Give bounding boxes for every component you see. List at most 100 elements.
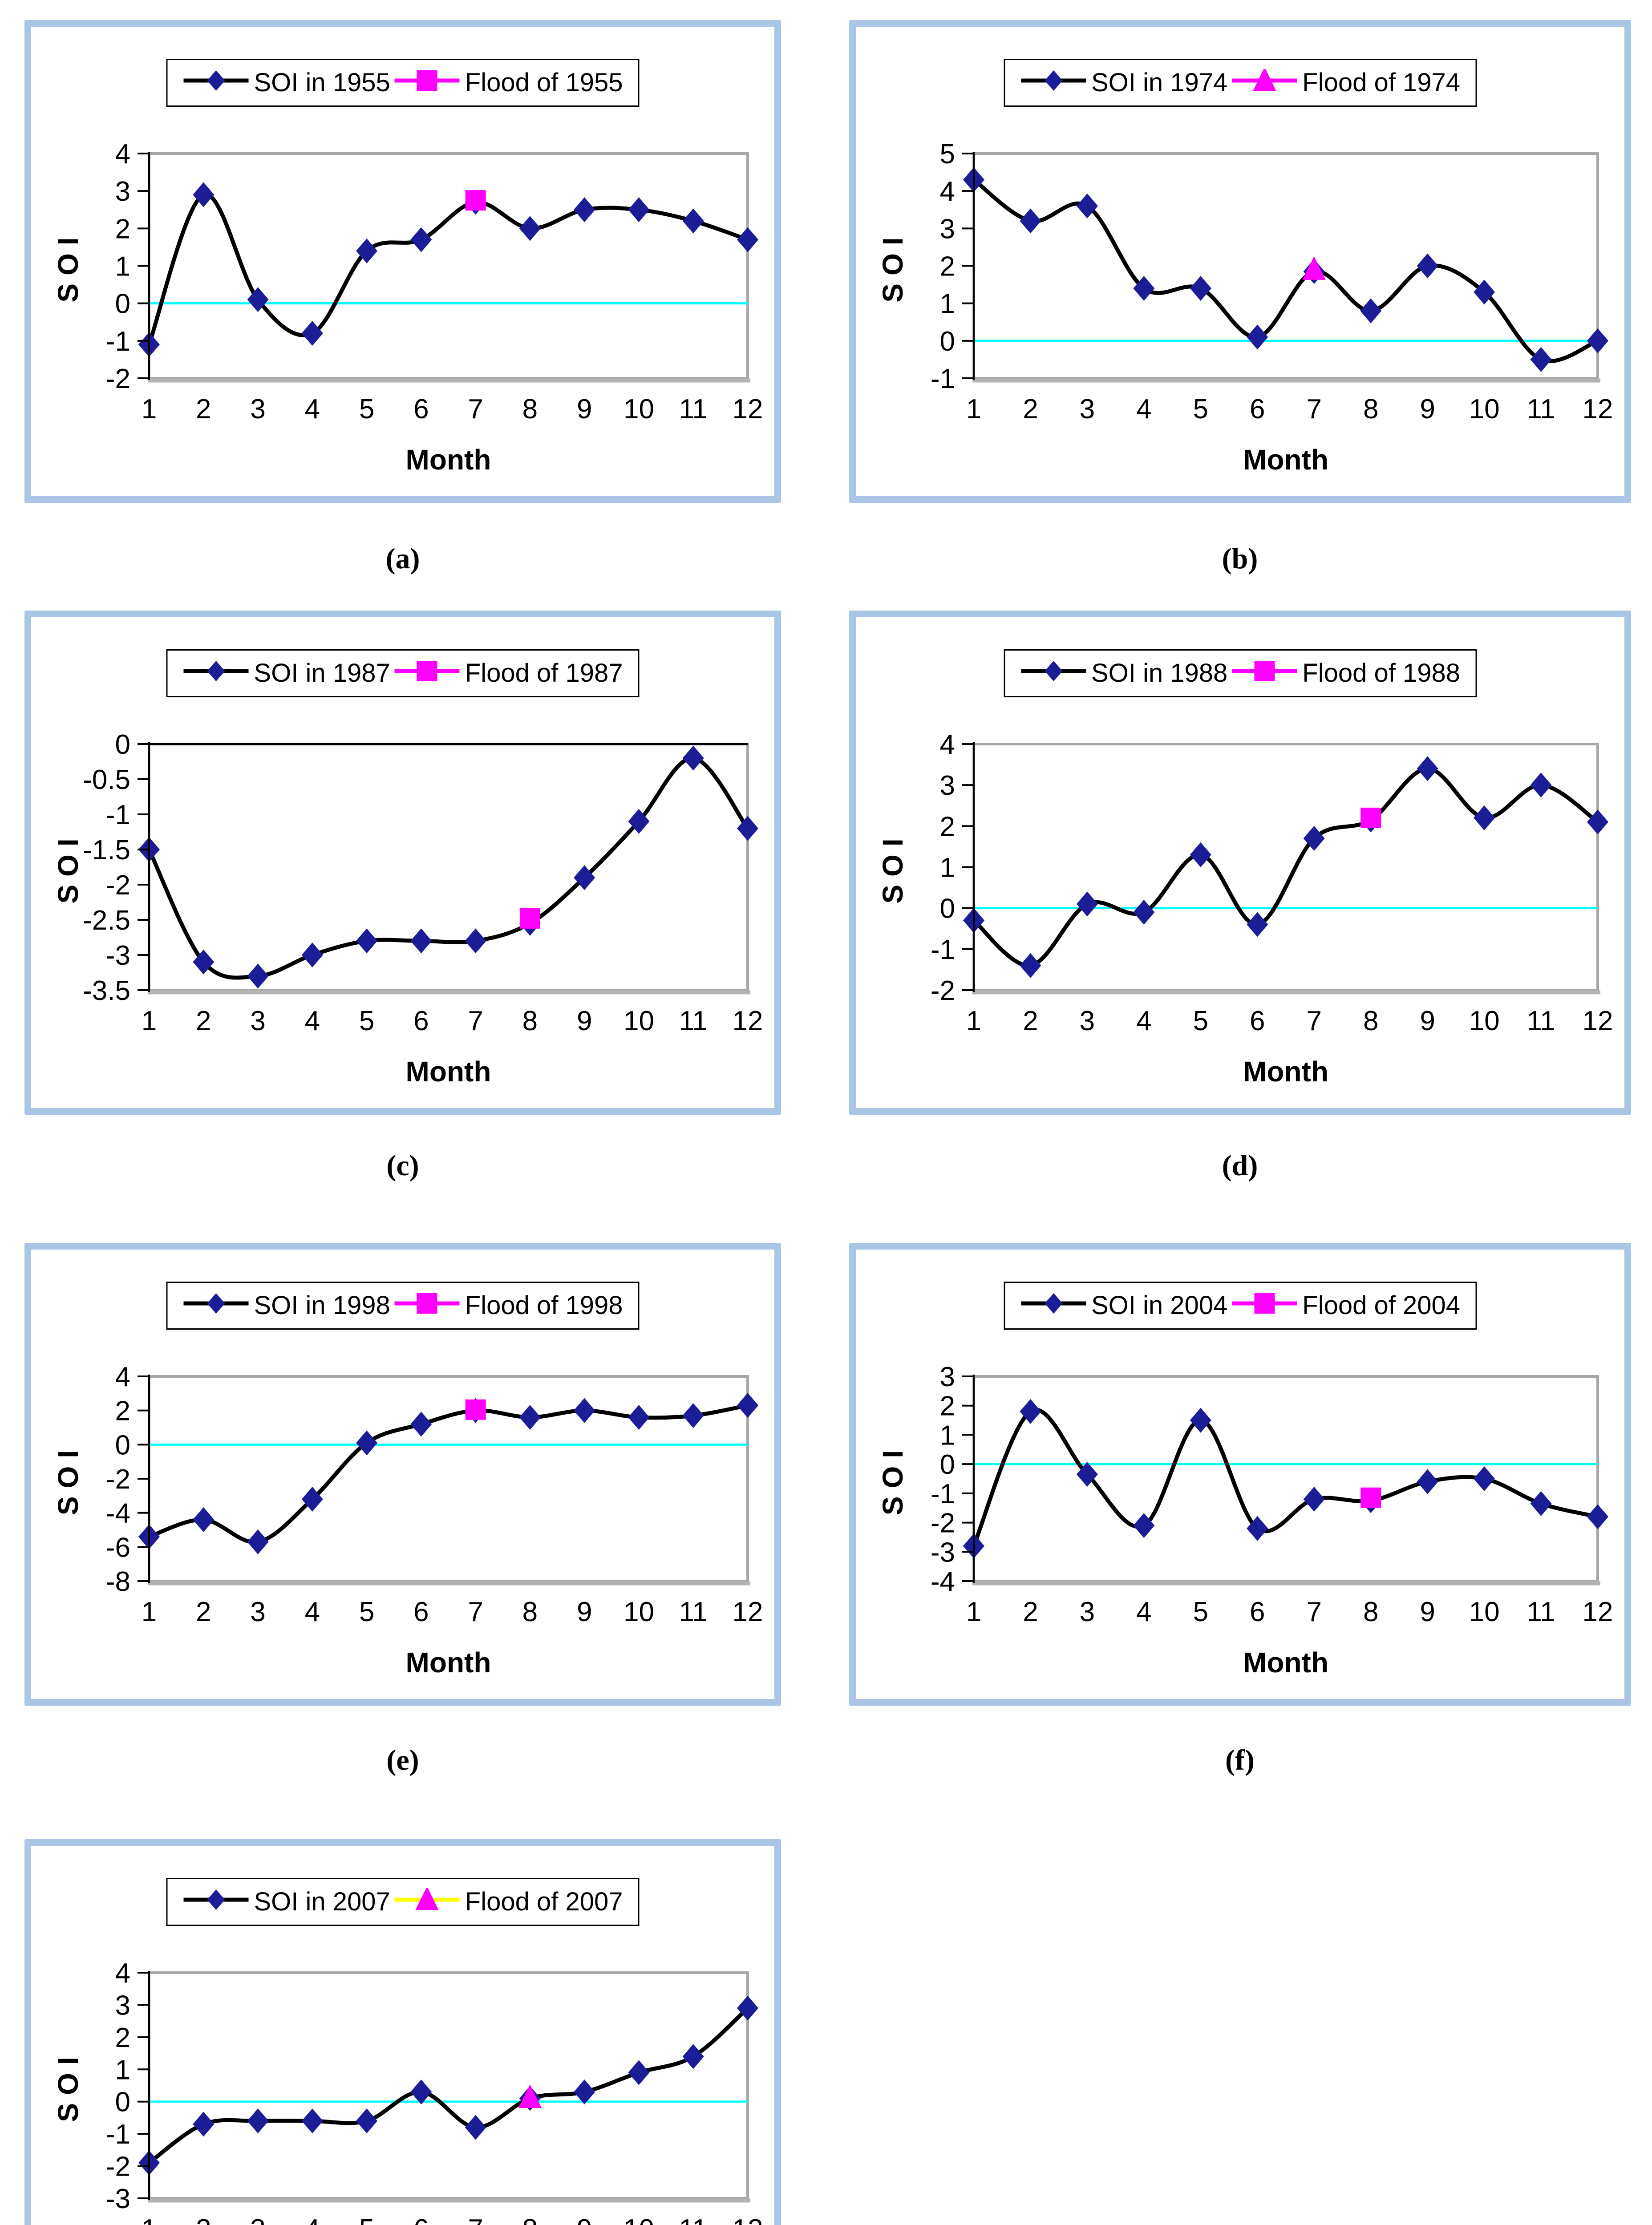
- y-tick-label: 0: [115, 1430, 130, 1460]
- x-tick-label: 12: [733, 394, 763, 425]
- x-tick-label: 7: [468, 1597, 483, 1627]
- soi-point-diamond: [682, 208, 704, 234]
- series-line-diamond-icon: [182, 1888, 249, 1916]
- flood-marker-square: [1254, 1293, 1275, 1314]
- legend-item-series: SOI in 1987: [182, 659, 390, 687]
- y-tick-label: 5: [940, 139, 955, 170]
- series-legend-diamond: [207, 1293, 225, 1314]
- soi-point-diamond: [574, 197, 595, 222]
- y-tick-label: 1: [940, 1420, 955, 1451]
- soi-point-diamond: [519, 216, 541, 241]
- legend: SOI in 2007 Flood of 2007: [166, 1878, 640, 1926]
- series-legend-diamond: [1044, 1293, 1062, 1314]
- chart-panel-a: SOI in 1955 Flood of 1955 4 3 2 1 0 -1 -2 1 2 3 4 5…: [24, 20, 781, 503]
- soi-point-diamond: [628, 1405, 650, 1430]
- y-tick-label: -1: [106, 800, 130, 830]
- legend-item-series: SOI in 2004: [1020, 1292, 1227, 1319]
- x-tick-label: 5: [1193, 1597, 1208, 1627]
- soi-point-diamond: [356, 2108, 378, 2134]
- soi-point-diamond: [1303, 1487, 1325, 1512]
- y-tick-label: -3.5: [83, 975, 130, 1006]
- legend-series-label: SOI in 1955: [254, 68, 390, 97]
- soi-point-diamond: [737, 227, 758, 252]
- x-tick-label: 8: [522, 2214, 538, 2225]
- series-legend-diamond: [1044, 661, 1062, 681]
- flood-marker-square: [1360, 807, 1381, 828]
- soi-point-diamond: [1587, 809, 1608, 835]
- soi-point-diamond: [301, 1487, 323, 1512]
- x-tick-label: 6: [413, 1006, 429, 1036]
- legend: SOI in 2004 Flood of 2004: [1003, 1282, 1477, 1330]
- soi-point-diamond: [410, 1412, 432, 1437]
- y-tick-label: -1.5: [83, 835, 130, 866]
- x-tick-label: 8: [522, 1597, 538, 1627]
- soi-point-diamond: [1133, 276, 1155, 301]
- x-tick-label: 11: [679, 1597, 708, 1627]
- x-tick-label: 5: [359, 1597, 374, 1627]
- legend-series-label: SOI in 1998: [254, 1291, 390, 1320]
- x-axis-title: Month: [1243, 1056, 1328, 1088]
- x-tick-label: 5: [359, 2214, 374, 2225]
- legend-item-series: SOI in 1998: [182, 1292, 390, 1319]
- caption-a: (a): [385, 542, 420, 575]
- soi-point-diamond: [1474, 279, 1495, 305]
- soi-point-diamond: [1530, 1491, 1552, 1516]
- plot-area-border: [148, 743, 749, 991]
- flood-legend-marker: [394, 70, 460, 91]
- chart-panel-g: SOI in 2007 Flood of 2007 43210-1-2-3123…: [24, 1839, 781, 2225]
- x-tick-label: 11: [1526, 394, 1555, 425]
- legend-item-flood: Flood of 1974: [1231, 67, 1460, 97]
- x-tick-label: 9: [1420, 1597, 1435, 1627]
- chart-panel-b: SOI in 1974 Flood of 1974 5 4 3 2 1 0 -1 1 2 3 4 5 6…: [849, 20, 1631, 503]
- soi-curve: [147, 2006, 750, 2165]
- plot-area-border: [148, 152, 749, 380]
- x-tick-label: 4: [1136, 394, 1151, 425]
- flood-marker-triangle: [1302, 256, 1326, 280]
- legend-series-label: SOI in 1988: [1091, 659, 1228, 688]
- soi-point-diamond: [1530, 773, 1552, 798]
- series-legend-diamond: [207, 661, 225, 681]
- y-axis-title: SOI: [877, 229, 909, 302]
- flood-marker-triangle: [1253, 67, 1276, 91]
- soi-point-diamond: [628, 2060, 650, 2085]
- soi-point-diamond: [574, 2079, 595, 2104]
- soi-point-diamond: [193, 1507, 215, 1532]
- x-tick-label: 3: [1080, 1597, 1095, 1627]
- legend-flood-label: Flood of 1987: [465, 659, 623, 688]
- soi-point-diamond: [737, 1995, 758, 2021]
- series-legend-diamond: [1044, 70, 1062, 91]
- x-tick-label: 11: [679, 1006, 708, 1036]
- x-tick-label: 12: [1583, 1597, 1613, 1627]
- plot-area-border: [972, 1375, 1599, 1582]
- soi-point-diamond: [410, 928, 432, 954]
- legend: SOI in 1988 Flood of 1988: [1003, 649, 1477, 697]
- chart-svg: 0-0.5-1-1.5-2-2.5-3-3.51 2 3 4 5 6 7 8 9 10 11 12Mo…: [52, 729, 763, 1088]
- y-tick-label: -1: [931, 364, 955, 394]
- soi-point-diamond: [1133, 899, 1155, 925]
- y-tick-label: 4: [115, 1362, 130, 1392]
- soi-curve: [147, 1403, 750, 1544]
- soi-point-diamond: [682, 745, 704, 771]
- flood-marker-triangle: [415, 1886, 439, 1910]
- soi-point-diamond: [1417, 756, 1438, 781]
- y-tick-label: 2: [940, 251, 955, 282]
- series-legend-diamond: [207, 1889, 225, 1910]
- x-tick-label: 1: [966, 1006, 981, 1036]
- flood-legend-marker: [394, 1886, 460, 1910]
- soi-point-diamond: [682, 1403, 704, 1428]
- y-tick-label: 1: [115, 2055, 130, 2085]
- soi-point-diamond: [1076, 891, 1098, 917]
- y-tick-label: -6: [106, 1532, 130, 1563]
- x-tick-label: 1: [142, 1006, 157, 1036]
- legend-flood-label: Flood of 2007: [465, 1887, 623, 1916]
- soi-point-diamond: [1020, 208, 1041, 234]
- x-tick-label: 3: [1080, 1006, 1095, 1036]
- flood-line-marker-icon: [394, 1292, 461, 1319]
- soi-point-diamond: [737, 816, 758, 841]
- soi-point-diamond: [1190, 276, 1211, 301]
- flood-marker-square: [417, 1293, 437, 1314]
- legend: SOI in 1974 Flood of 1974: [1003, 59, 1477, 107]
- soi-point-diamond: [247, 287, 269, 312]
- legend-flood-label: Flood of 1998: [465, 1291, 623, 1320]
